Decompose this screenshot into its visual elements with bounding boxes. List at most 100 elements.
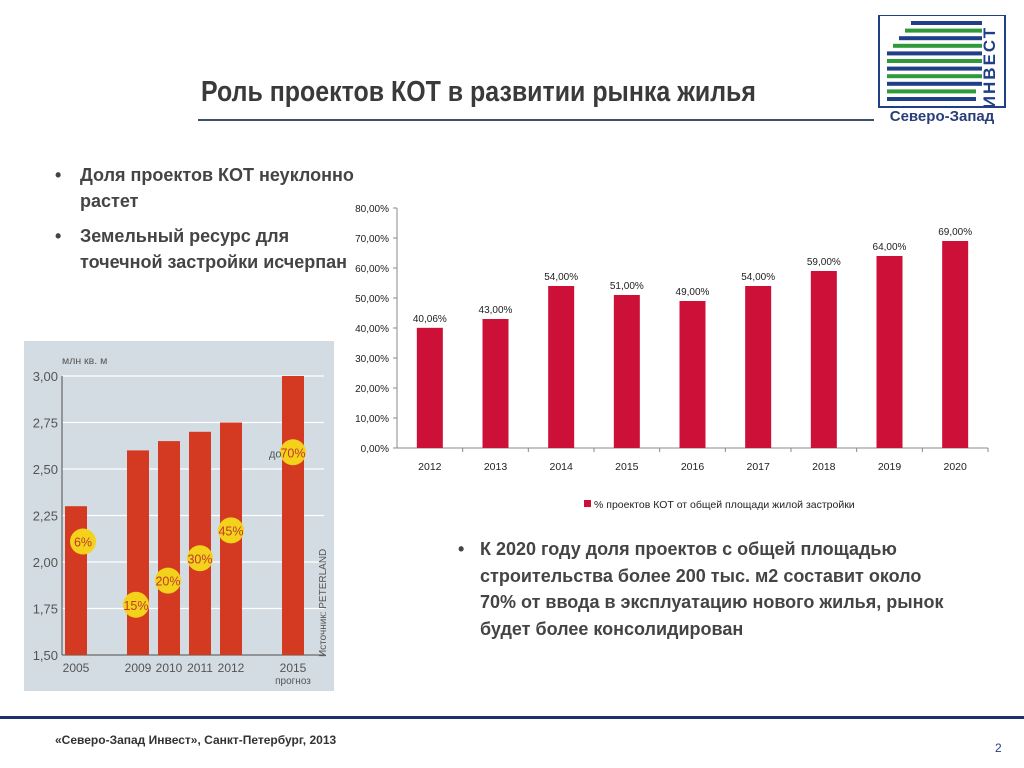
bar <box>613 295 640 448</box>
inset-x-sublabel: прогноз <box>275 676 311 687</box>
logo-stripe <box>887 51 982 56</box>
logo-stripe <box>887 89 976 94</box>
x-tick-label: 2015 <box>615 461 639 473</box>
inset-badge-label: 70% <box>280 446 305 460</box>
data-label: 59,00% <box>807 257 841 268</box>
forecast-bullet-text: К 2020 году доля проектов с общей площад… <box>480 539 944 639</box>
footer-rule <box>0 716 1024 719</box>
y-tick-label: 40,00% <box>355 324 389 335</box>
inset-bar <box>282 376 304 655</box>
bullet-glyph: • <box>55 165 62 185</box>
inset-y-tick-label: 2,75 <box>33 416 58 431</box>
x-tick-label: 2016 <box>681 461 705 473</box>
y-tick-label: 10,00% <box>355 414 389 425</box>
y-tick-label: 80,00% <box>355 204 389 215</box>
inset-x-tick-label: 2005 <box>63 661 90 675</box>
logo-stripe <box>887 66 982 71</box>
inset-badge <box>187 545 213 572</box>
logo-stripes <box>878 15 1006 108</box>
bullet-item: • Доля проектов КОТ неуклонно растет <box>55 162 355 214</box>
inset-x-tick-label: 2010 <box>156 661 183 675</box>
slide-title: Роль проектов КОТ в развитии рынка жилья <box>201 76 756 108</box>
logo-caption: Северо-Запад <box>889 108 995 125</box>
inset-badge <box>280 439 306 466</box>
y-tick-label: 50,00% <box>355 294 389 305</box>
inset-x-tick-label: 2011 <box>187 661 213 675</box>
inset-bar <box>189 431 211 655</box>
inset-bar <box>65 506 87 655</box>
inset-badge-label: 6% <box>74 536 92 550</box>
company-logo: ИНВЕСТ <box>878 15 1006 108</box>
inset-source: Источник: PETERLAND <box>318 549 329 657</box>
inset-y-tick-label: 2,00 <box>33 555 58 570</box>
y-tick-label: 30,00% <box>355 354 389 365</box>
inset-badge <box>218 517 244 544</box>
logo-stripe <box>899 36 982 41</box>
main-bar-chart: 0,00% 10,00% 20,00% 30,00% 40,00% 50,00% 60,00… <box>355 204 989 511</box>
logo-stripe <box>887 81 982 86</box>
legend-label: % проектов КОТ от общей площади жилой за… <box>594 499 855 511</box>
logo-stripe <box>905 28 982 33</box>
inset-y-tick-label: 1,75 <box>33 602 58 617</box>
logo-stripe <box>887 59 982 63</box>
logo-stripe <box>887 74 982 79</box>
inset-badge-label: 45% <box>218 524 243 538</box>
bullet-glyph: • <box>458 539 465 559</box>
x-tick-label: 2012 <box>418 461 442 473</box>
inset-y-tick-label: 2,25 <box>33 509 58 524</box>
y-tick-label: 70,00% <box>355 234 389 245</box>
inset-y-tick-label: 2,50 <box>33 462 58 477</box>
inset-badge <box>70 528 96 555</box>
footer-text: «Северо-Запад Инвест», Санкт-Петербург, … <box>55 733 337 747</box>
bullet-list: • Доля проектов КОТ неуклонно растет • З… <box>55 162 355 284</box>
title-underline <box>198 119 874 121</box>
y-tick-label: 20,00% <box>355 384 389 395</box>
inset-badge <box>155 567 181 594</box>
data-label: 40,06% <box>413 314 447 325</box>
bar <box>679 301 706 448</box>
inset-x-tick-label: 2009 <box>125 661 152 675</box>
bullet-item: • Земельный ресурс для точечной застройк… <box>55 223 355 275</box>
y-tick-label: 60,00% <box>355 264 389 275</box>
x-tick-label: 2014 <box>549 461 573 473</box>
bullet-text: Земельный ресурс для точечной застройки … <box>80 226 348 272</box>
inset-bar-chart: млн кв. м 1,50 1,75 2,00 2,25 2,50 2,75 3,00 200… <box>24 341 334 691</box>
data-label: 51,00% <box>610 281 644 292</box>
inset-badge-label: 20% <box>155 575 180 589</box>
inset-y-tick-label: 1,50 <box>33 648 58 663</box>
data-label: 54,00% <box>741 272 775 283</box>
x-tick-label: 2019 <box>878 461 902 473</box>
logo-vertical-text: ИНВЕСТ <box>980 26 999 108</box>
page-number: 2 <box>995 741 1002 755</box>
logo-stripe <box>893 43 982 48</box>
bar <box>416 327 443 448</box>
forecast-bullet: • К 2020 году доля проектов с общей площ… <box>458 536 950 642</box>
y-tick-label: 0,00% <box>361 444 389 455</box>
x-tick-label: 2017 <box>746 461 770 473</box>
bar <box>810 271 837 448</box>
data-label: 69,00% <box>938 227 972 238</box>
x-tick-label: 2013 <box>484 461 508 473</box>
bullet-glyph: • <box>55 226 62 246</box>
inset-y-tick-label: 3,00 <box>33 369 58 384</box>
data-label: 64,00% <box>873 242 907 253</box>
bar <box>876 256 903 448</box>
x-tick-label: 2020 <box>943 461 967 473</box>
inset-badge <box>123 591 149 618</box>
inset-bar <box>158 441 180 655</box>
inset-badge-prefix: до <box>269 448 282 460</box>
bar <box>548 286 575 448</box>
bar <box>482 319 509 448</box>
data-label: 49,00% <box>676 287 710 298</box>
inset-badge-label: 30% <box>187 552 212 566</box>
bullet-text: Доля проектов КОТ неуклонно растет <box>80 165 354 211</box>
logo-frame <box>878 15 1006 108</box>
inset-x-tick-label: 2012 <box>218 661 245 675</box>
inset-x-tick-label: 2015 <box>280 661 307 675</box>
inset-badge-label: 15% <box>123 599 148 613</box>
bar <box>942 241 969 448</box>
data-label: 43,00% <box>479 305 513 316</box>
bar <box>745 286 772 448</box>
inset-bar <box>127 450 149 655</box>
logo-stripe <box>887 97 976 101</box>
